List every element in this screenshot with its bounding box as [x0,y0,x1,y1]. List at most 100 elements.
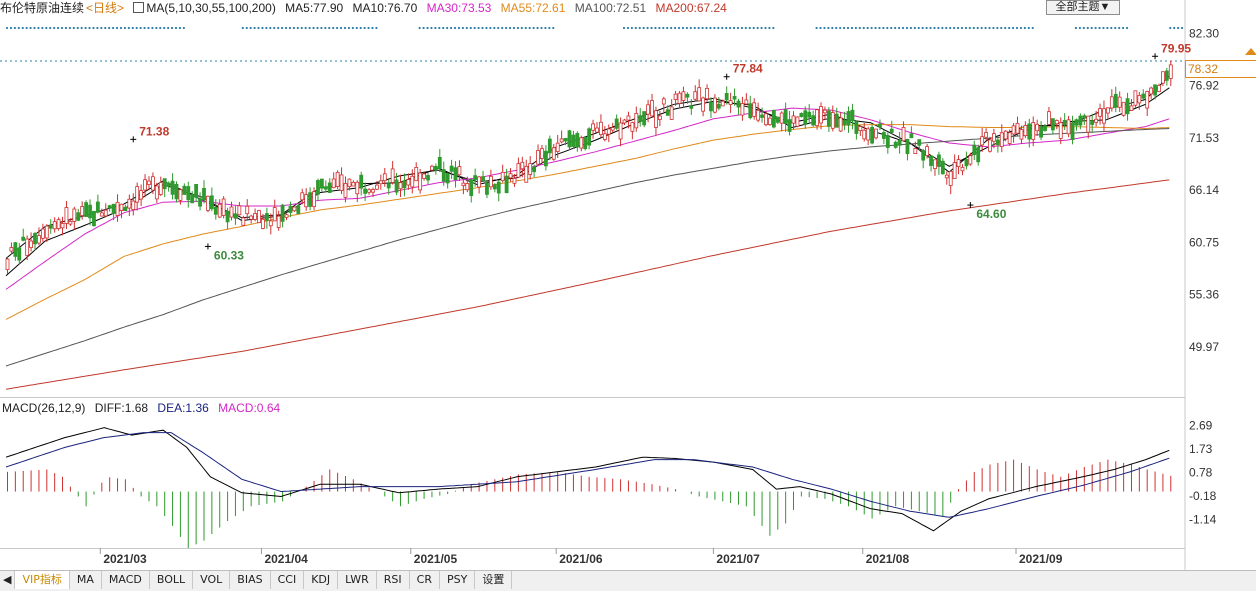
candle-body [465,183,470,191]
event-dot [839,26,842,30]
candle-body [728,100,733,105]
candle-body [1058,122,1063,139]
period-selector[interactable]: <日线> [86,1,125,15]
candle-body [587,128,592,146]
candle-body [1094,118,1099,123]
tab-macd[interactable]: MACD [102,571,150,589]
candle-body [512,178,517,184]
candle-body [999,132,1004,147]
event-dot [835,26,838,30]
candle-body [237,205,242,216]
scroll-arrow-icon[interactable] [1245,48,1256,55]
candle-body [1007,132,1012,144]
event-dot [167,26,170,30]
candle-body [661,98,666,105]
event-dot [281,26,284,30]
theme-button[interactable]: 全部主题▼ [1046,0,1120,15]
candle-body [13,242,18,257]
candle-body [1168,64,1173,79]
candle-body [284,214,289,218]
candle-body [5,258,10,271]
event-dot [689,26,692,30]
tab-vip[interactable]: VIP指标 [15,571,70,589]
candle-body [406,179,411,186]
tab-psy[interactable]: PSY [440,571,476,589]
candle-body [551,147,556,160]
event-dot [976,26,979,30]
candle-body [1164,70,1169,81]
candle-body [414,167,419,182]
ma100-line [5,128,1170,367]
tab-ma[interactable]: MA [70,571,102,589]
candle-body [933,159,937,169]
candle-body [457,166,462,176]
tab-bias[interactable]: BIAS [230,571,271,589]
tab-lwr[interactable]: LWR [338,571,377,589]
candle-body [261,218,265,229]
tab-cci[interactable]: CCI [271,571,305,589]
candle-body [646,104,650,115]
candle-body [811,115,816,126]
tab-left-arrow[interactable]: ◀ [0,571,16,589]
tab-boll[interactable]: BOLL [150,571,194,589]
date-tick-label: 2021/05 [414,552,458,566]
candle-body [17,247,22,261]
candle-body [213,206,218,215]
candle-body [382,173,387,182]
candle-body [952,162,957,179]
event-dot [956,26,960,30]
date-tick-label: 2021/04 [264,552,308,566]
event-dot [1169,26,1172,30]
event-dot [972,26,975,30]
candle-body [1039,126,1043,138]
candle-body [905,138,910,155]
date-tick-label: 2021/09 [1019,552,1063,566]
date-tick-label: 2021/08 [866,552,910,566]
event-dot [60,26,64,30]
candle-body [21,236,26,241]
candle-body [162,178,167,190]
candle-body [1106,107,1110,114]
event-dot [968,26,971,30]
event-dot [249,26,252,30]
candle-body [716,103,721,109]
tab-kdj[interactable]: KDJ [304,571,339,589]
event-dot [434,26,437,30]
event-dot [764,26,767,30]
candle-body [202,188,206,201]
candle-body [630,122,635,132]
macd-header: MACD(26,12,9) DIFF:1.68 DEA:1.36 MACD:0.… [2,401,286,415]
event-dot [1098,26,1101,30]
event-dot [717,26,720,30]
candle-body [866,128,871,141]
tab-settings[interactable]: 设置 [475,571,513,589]
candle-body [720,100,725,107]
candle-body [430,165,434,171]
event-dot [945,26,948,30]
tab-vol[interactable]: VOL [193,571,231,589]
event-dot [670,26,673,30]
event-dot [1000,26,1003,30]
tab-cr[interactable]: CR [410,571,440,589]
candle-body [693,91,698,100]
event-dot [41,26,44,30]
candle-body [95,201,100,213]
candle-body [398,182,403,190]
event-dot [870,26,873,30]
candle-body [579,137,584,149]
candle-body [241,217,246,226]
candle-body [567,130,572,148]
event-dot [457,26,461,30]
candle-body [1003,130,1008,140]
event-dot [898,26,901,30]
event-dot [68,26,71,30]
candle-body [410,175,415,188]
candle-body [881,132,886,139]
event-dot [363,26,366,30]
candle-body [697,87,702,102]
event-dot [1015,26,1019,30]
candle-body [119,203,124,211]
candle-body [768,117,772,126]
tab-rsi[interactable]: RSI [377,571,410,589]
candle-body [925,146,930,156]
